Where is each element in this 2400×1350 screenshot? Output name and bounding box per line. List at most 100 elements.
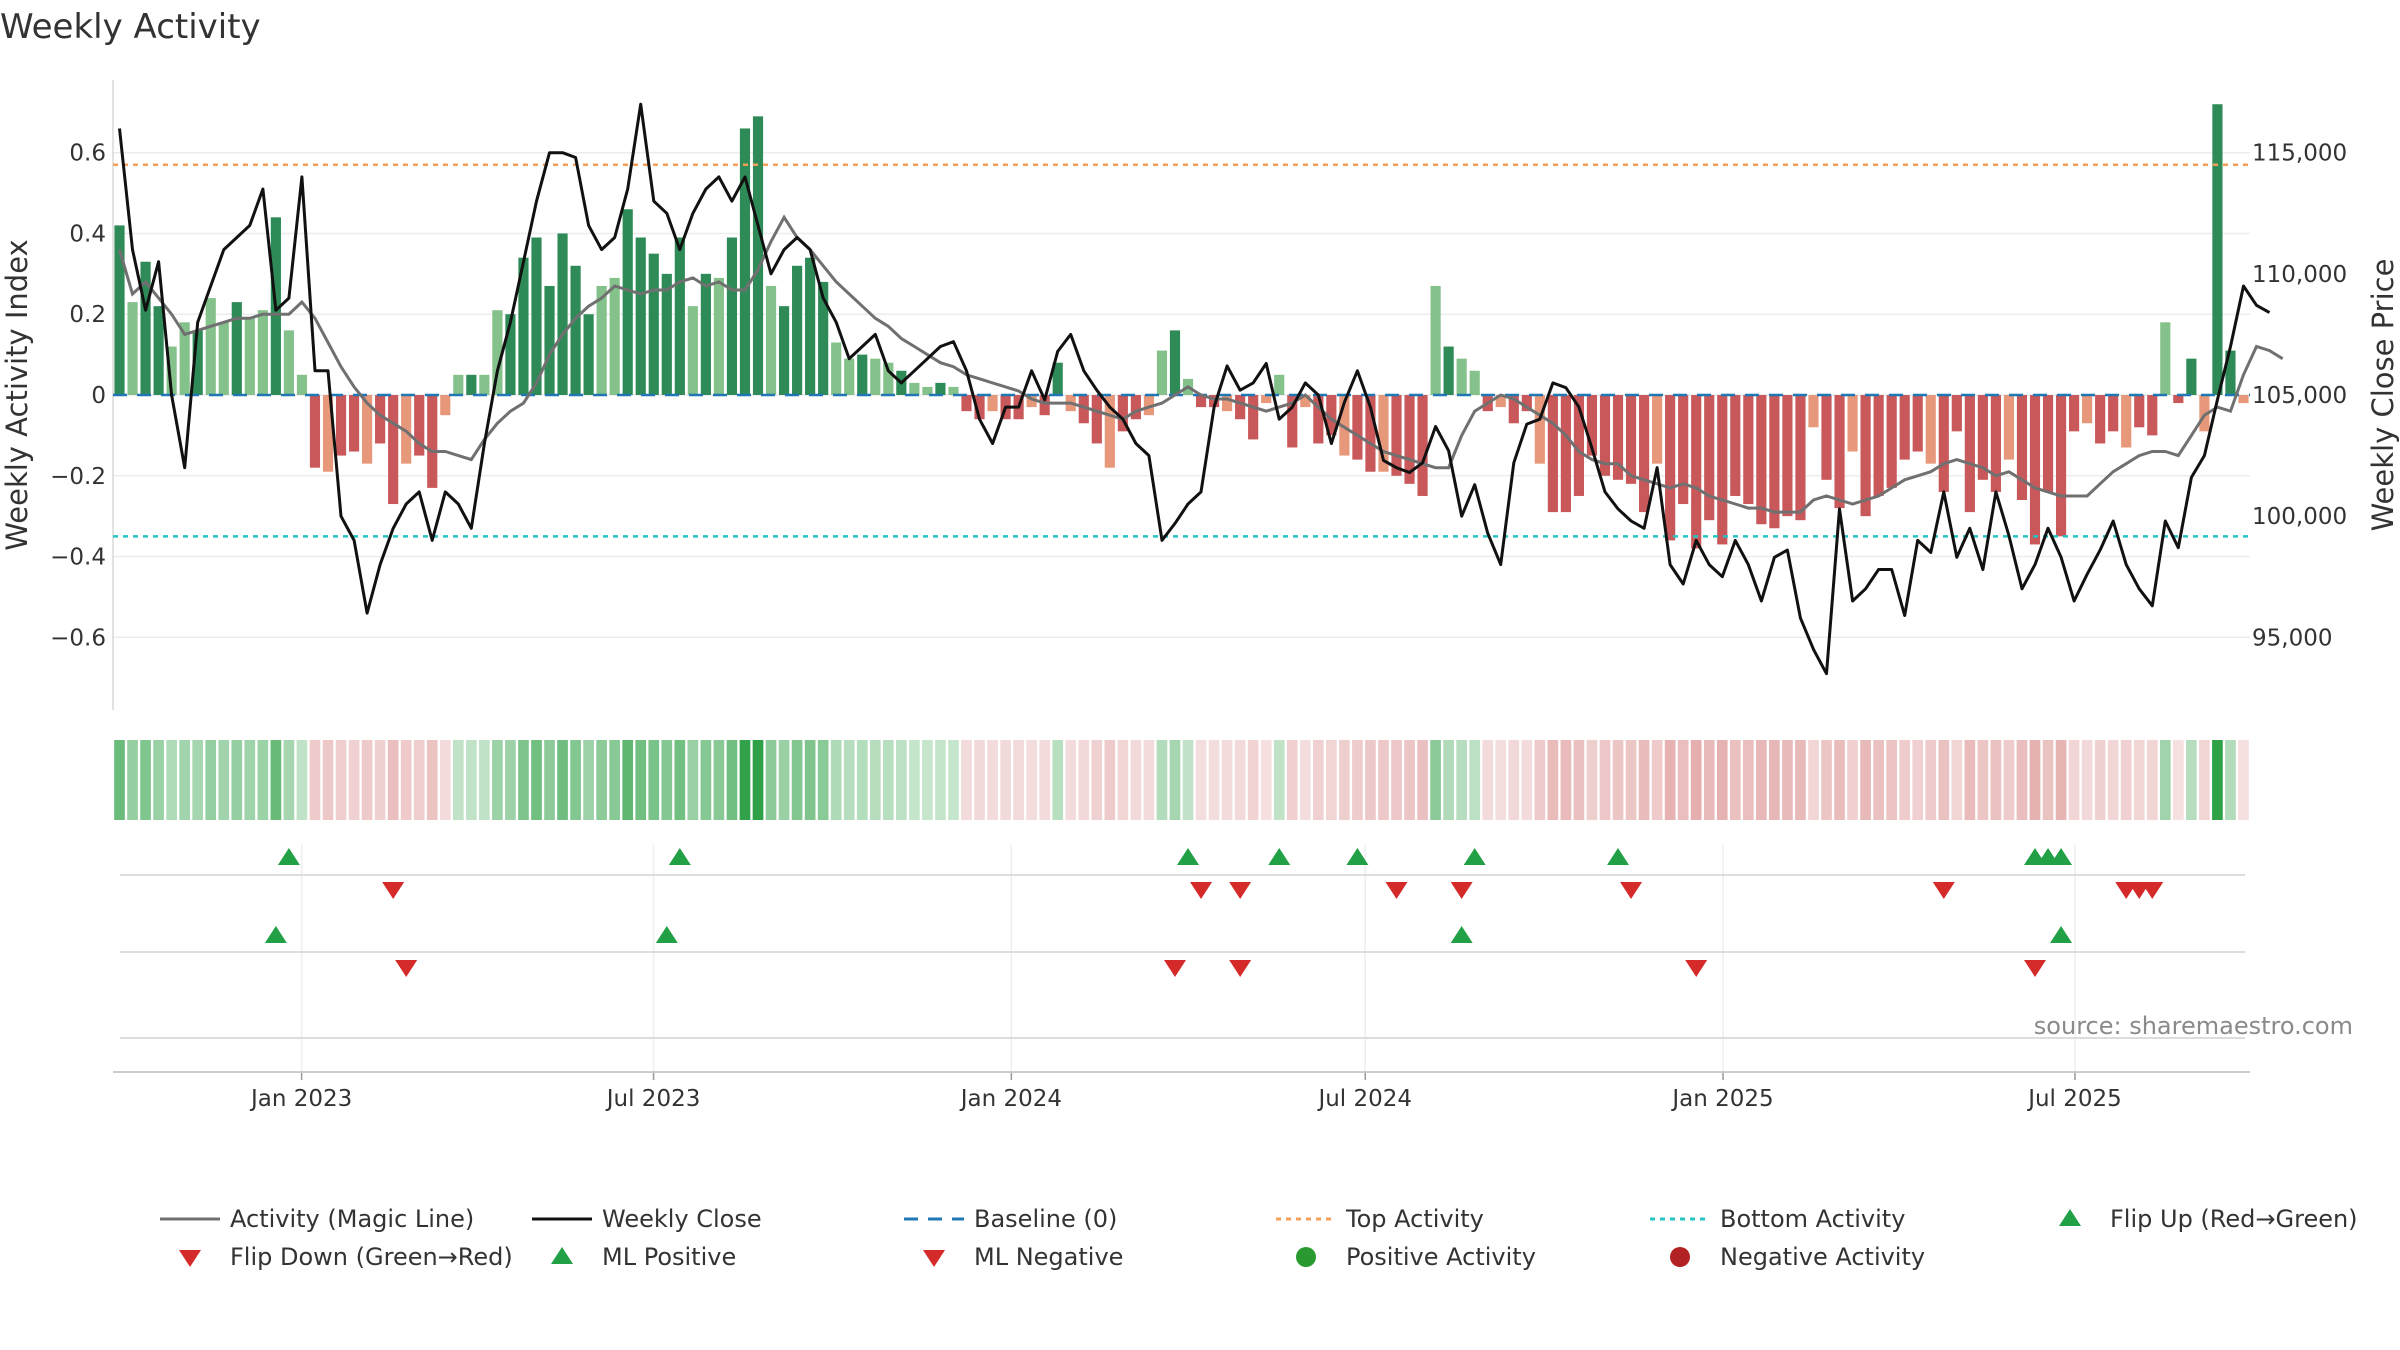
heat-strip-cell: [922, 740, 933, 820]
heat-strip-cell: [935, 740, 946, 820]
y-tick-label: −0.6: [50, 625, 106, 651]
x-tick-label: Jul 2023: [605, 1086, 701, 1112]
heat-strip-cell: [1638, 740, 1650, 820]
heat-strip-cell: [713, 740, 725, 820]
heat-strip-cell: [114, 740, 125, 820]
heat-strip-cell: [609, 740, 621, 820]
heat-strip-cell: [518, 740, 529, 820]
heat-strip-cell: [231, 740, 243, 820]
heat-strip-cell: [856, 740, 868, 820]
activity-bar: [2095, 395, 2106, 444]
x-tick-label: Jul 2024: [1316, 1086, 1412, 1112]
heat-strip-cell: [1182, 740, 1194, 820]
heat-strip-cell: [1026, 740, 1037, 820]
heat-strip-cell: [1821, 740, 1832, 820]
activity-bar: [1704, 395, 1715, 521]
heat-strip-cell: [1560, 740, 1572, 820]
activity-bar: [1391, 395, 1402, 476]
activity-bar: [1326, 395, 1337, 436]
activity-bar: [1808, 395, 1819, 428]
legend-label: Baseline (0): [974, 1205, 1117, 1233]
ml-negative-marker: [395, 960, 418, 977]
activity-bar: [739, 128, 751, 395]
heat-strip-cell: [1078, 740, 1090, 820]
heat-strip-cell: [2068, 740, 2080, 820]
y-tick-labels: −0.6 −0.4 −0.2 0 0.2 0.4 0.6: [50, 141, 106, 652]
red-dot-icon: [1670, 1247, 1690, 1267]
markers-panel: Jan 2023 Jul 2023 Jan 2024 Jul 2024 Jan 2025…: [113, 845, 2353, 1112]
ml-negative-marker: [1229, 960, 1252, 977]
heat-strip-cell: [1221, 740, 1233, 820]
heat-strip-cell: [1117, 740, 1129, 820]
activity-bar: [179, 322, 190, 395]
heat-strip-cell: [1729, 740, 1741, 820]
heat-strip-cell: [987, 740, 998, 820]
activity-bar: [2160, 322, 2171, 395]
heat-strip-cell: [2094, 740, 2106, 820]
activity-bar: [1443, 346, 1454, 395]
heat-strip-cell: [374, 740, 386, 820]
heat-strip-cell: [218, 740, 230, 820]
heat-strip-cell: [882, 740, 894, 820]
heat-strip-cell: [1195, 740, 1207, 820]
activity-bar: [1990, 395, 2001, 492]
heat-strip-cell: [179, 740, 191, 820]
activity-bar: [166, 346, 177, 395]
heat-strip-cell: [2003, 740, 2015, 820]
activity-bar: [505, 314, 516, 395]
heat-strip-cell: [1782, 740, 1793, 820]
heat-strip-cell: [400, 740, 412, 820]
heat-strip-cell: [322, 740, 334, 820]
ml-positive-marker: [1450, 926, 1473, 943]
activity-bar: [870, 358, 881, 395]
heat-strip-cell: [622, 740, 634, 820]
activity-bar: [883, 362, 894, 395]
activity-bar: [479, 374, 490, 395]
activity-bar: [1430, 285, 1441, 395]
heat-strip-cell: [661, 740, 673, 820]
activity-bar: [1195, 395, 1207, 408]
heat-strip-cell: [830, 740, 842, 820]
heat-strip-cell: [544, 740, 555, 820]
activity-bar: [818, 281, 829, 395]
heat-strip-cell: [1352, 740, 1363, 820]
activity-bar: [492, 310, 503, 395]
activity-bar: [1456, 358, 1467, 395]
heat-strip-cell: [1156, 740, 1168, 820]
activity-bar: [1378, 395, 1389, 472]
heat-strip-cell: [1456, 740, 1467, 820]
heat-strip-cell: [1052, 740, 1064, 820]
flip-down-marker: [382, 882, 405, 899]
heat-strip-cell: [1430, 740, 1441, 820]
heat-strip-cell: [1990, 740, 2002, 820]
heat-strip-cell: [1482, 740, 1494, 820]
activity-bar: [622, 209, 633, 395]
activity-bar: [427, 395, 438, 488]
heat-strip-cell: [1391, 740, 1402, 820]
heat-strip-cell: [2225, 740, 2236, 820]
activity-bar: [2173, 395, 2184, 404]
heat-strip-cell: [948, 740, 959, 820]
activity-bar: [1860, 395, 1871, 517]
activity-bar: [1873, 395, 1884, 496]
flip-up-marker: [1346, 848, 1369, 865]
activity-bar: [1652, 395, 1663, 464]
activity-bar: [1222, 395, 1233, 412]
y-tick-label: 0.6: [69, 141, 106, 167]
heat-strip-cell: [257, 740, 269, 820]
heat-strip-cell: [726, 740, 738, 820]
activity-bar: [752, 116, 764, 395]
red-down-triangle-icon: [923, 1250, 945, 1267]
heat-strip-cell: [2081, 740, 2093, 820]
activity-bar: [518, 257, 529, 395]
x-tick-labels: Jan 2023 Jul 2023 Jan 2024 Jul 2024 Jan 2025…: [249, 1086, 2122, 1112]
heat-strip-cell: [1977, 740, 1989, 820]
heat-strip-cell: [804, 740, 816, 820]
heat-strip-cell: [843, 740, 855, 820]
activity-bar: [2186, 358, 2197, 395]
heat-strip-cell: [1860, 740, 1871, 820]
activity-bar: [1130, 395, 1141, 420]
flip-up-marker: [668, 848, 691, 865]
heat-strip-cell: [1339, 740, 1350, 820]
source-credit: source: sharemaestro.com: [2034, 1012, 2353, 1040]
